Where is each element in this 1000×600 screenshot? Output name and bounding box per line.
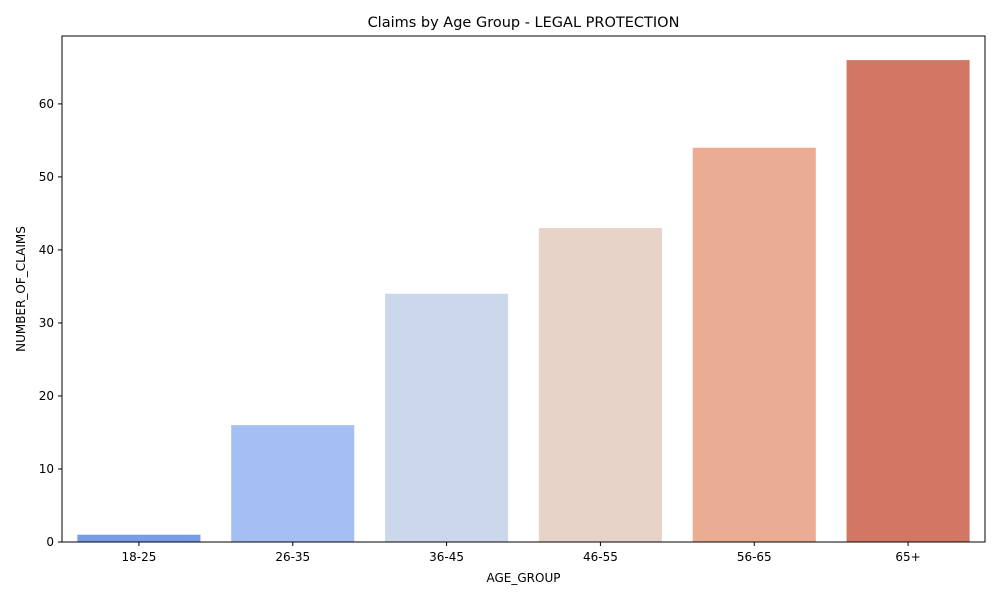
y-tick-label: 60 [39,97,54,111]
plot-frame [61,35,986,543]
x-axis: 18-25 26-35 36-45 46-55 56-65 65+ [121,542,921,564]
x-tick-label: 46-55 [583,550,618,564]
y-tick-label: 40 [39,243,54,257]
chart-title: Claims by Age Group - LEGAL PROTECTION [368,15,680,31]
bar-65+ [846,60,970,542]
bar-36-45 [385,293,509,542]
bar-18-25 [77,534,201,542]
x-tick-label: 18-25 [121,550,156,564]
bar-46-55 [538,228,662,543]
y-tick-label: 20 [39,389,54,403]
y-tick-label: 30 [39,316,54,330]
x-tick-label: 65+ [895,550,920,564]
x-tick-label: 56-65 [737,550,772,564]
y-tick-label: 10 [39,462,54,476]
bars [77,60,970,543]
x-tick-label: 26-35 [275,550,310,564]
y-tick-label: 0 [46,535,54,549]
bar-56-65 [692,147,816,542]
y-axis: 0 10 20 30 40 50 60 [39,97,62,549]
x-axis-title: AGE_GROUP [487,571,561,585]
x-tick-label: 36-45 [429,550,464,564]
bar-26-35 [231,425,355,542]
y-axis-title: NUMBER_OF_CLAIMS [14,226,28,352]
y-tick-label: 50 [39,170,54,184]
